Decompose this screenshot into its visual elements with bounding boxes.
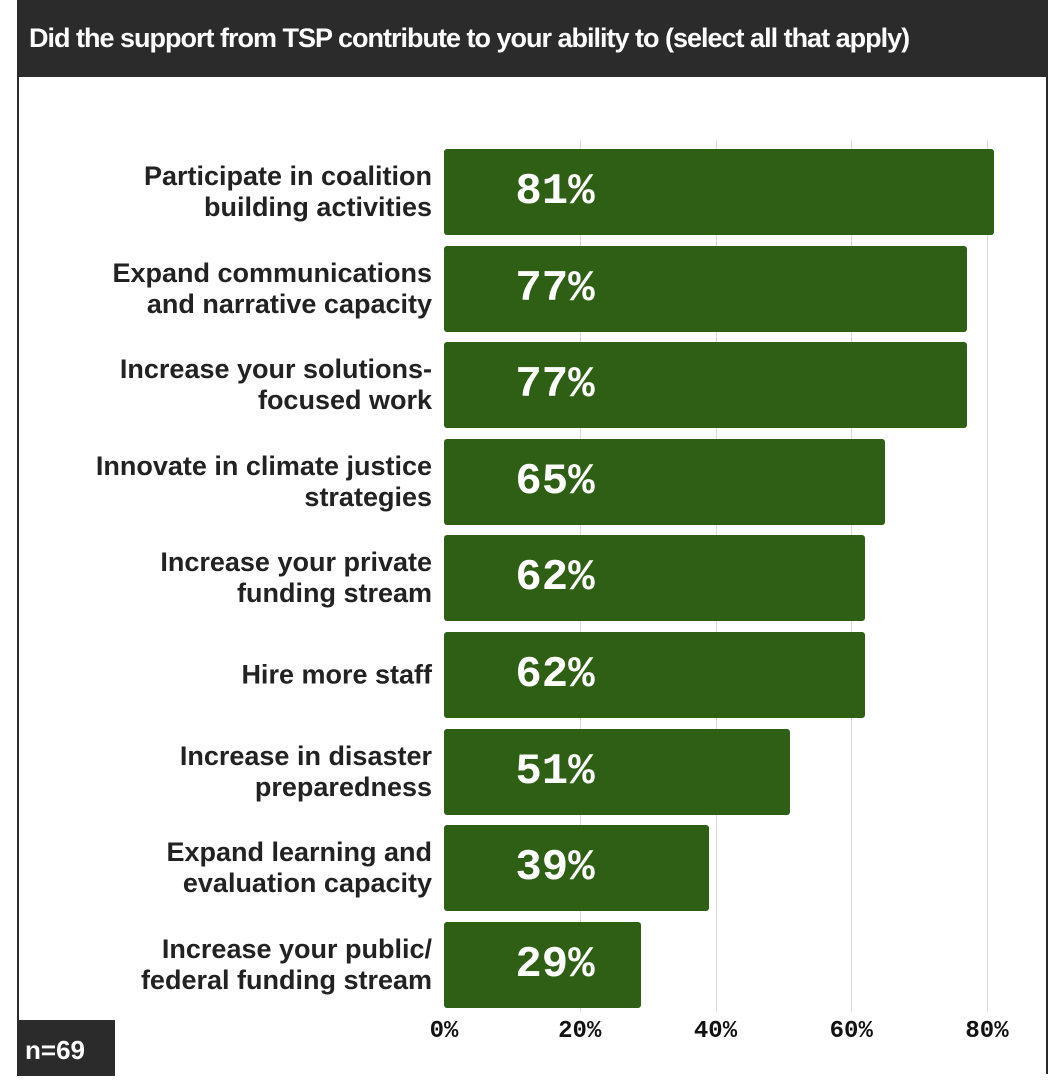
y-tick-label: Increase your private funding stream <box>160 547 432 609</box>
value-label: 81% <box>515 167 595 217</box>
bar <box>444 728 791 815</box>
value-label: 62% <box>515 553 595 604</box>
y-tick-label: Expand learning and evaluation capacity <box>166 837 432 899</box>
x-tick-label: 80% <box>965 1018 1009 1045</box>
bar <box>444 632 865 718</box>
y-tick-label: Expand communications and narrative capa… <box>112 257 432 319</box>
value-label: 62% <box>515 650 595 700</box>
y-tick-label: Increase in disaster preparedness <box>179 740 432 802</box>
grid-line <box>987 140 988 1012</box>
chart-title: Did the support from TSP contribute to y… <box>17 0 1048 77</box>
y-tick-label: Increase your solutions- focused work <box>119 354 432 416</box>
value-label: 65% <box>515 456 595 507</box>
y-tick-label: Hire more staff <box>241 659 432 690</box>
bar <box>444 921 641 1008</box>
y-tick-label: Innovate in climate justice strategies <box>95 450 432 512</box>
frame <box>17 0 1048 1074</box>
x-tick-label: 20% <box>558 1018 602 1045</box>
sample-size-note: n=69 <box>17 1020 115 1076</box>
bar <box>444 245 967 332</box>
value-label: 77% <box>515 263 595 314</box>
x-tick-label: 40% <box>693 1018 738 1045</box>
bar <box>444 825 709 912</box>
x-tick-label: 0% <box>429 1018 459 1045</box>
bar <box>444 438 886 525</box>
bar <box>444 535 865 622</box>
bar <box>444 149 994 235</box>
value-label: 29% <box>515 939 595 990</box>
value-label: 51% <box>515 746 595 797</box>
y-tick-label: Increase your public/ federal funding st… <box>140 933 432 995</box>
value-label: 77% <box>515 360 595 411</box>
bar <box>444 342 967 429</box>
y-tick-label: Participate in coalition building activi… <box>143 161 432 222</box>
value-label: 39% <box>515 843 595 894</box>
x-tick-label: 60% <box>829 1018 873 1045</box>
